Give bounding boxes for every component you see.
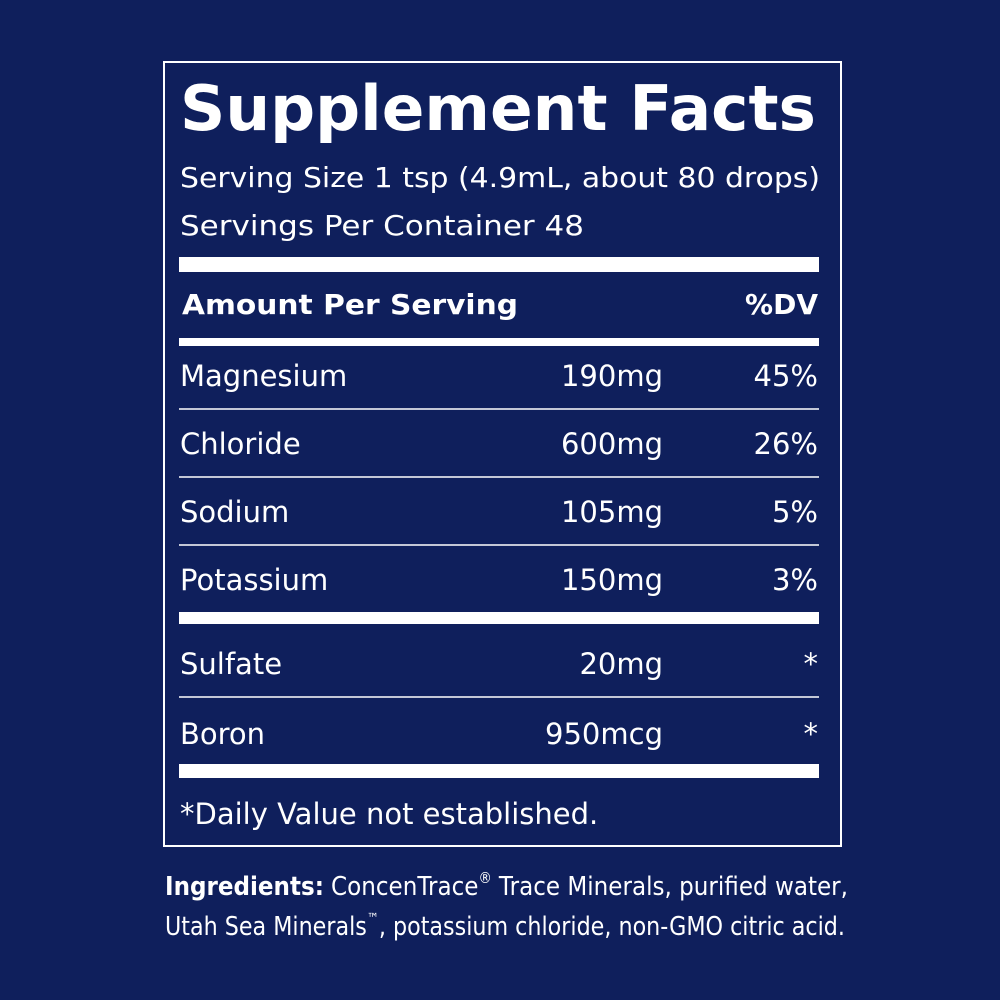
nutrient-name: Chloride <box>180 427 301 461</box>
nutrient-name: Sodium <box>180 495 289 529</box>
trademark: ™ <box>367 911 379 927</box>
footnote: *Daily Value not established. <box>180 797 598 831</box>
nutrient-dv: 5% <box>772 495 818 529</box>
nutrient-dv: * <box>804 717 819 751</box>
header-amount: Amount Per Serving <box>182 288 518 321</box>
ingredients-label: Ingredients: <box>165 872 324 902</box>
nutrient-amount: 190mg <box>561 359 663 393</box>
nutrient-amount: 600mg <box>561 427 663 461</box>
title: Supplement Facts <box>180 72 816 145</box>
ingredients-line: Ingredients:ConcenTrace® Trace Minerals, … <box>165 869 848 902</box>
nutrient-name: Boron <box>180 717 265 751</box>
nutrient-name: Sulfate <box>180 647 282 681</box>
thick-bar <box>179 257 819 272</box>
ingredient: , potassium chloride, non-GMO citric aci… <box>379 912 845 942</box>
nutrient-dv: * <box>804 647 819 681</box>
thick-bar <box>179 612 819 624</box>
nutrient-rows: Magnesium 190mg 45% Chloride 600mg 26% Sodium 1… <box>179 359 819 751</box>
panel-border <box>163 61 842 847</box>
servings-per-container: Servings Per Container 48 <box>180 209 584 242</box>
nutrient-amount: 105mg <box>561 495 663 529</box>
ingredient: Utah Sea Minerals <box>165 912 367 942</box>
nutrient-dv: 45% <box>754 359 818 393</box>
nutrient-dv: 3% <box>772 563 818 597</box>
nutrient-amount: 150mg <box>561 563 663 597</box>
serving-size: Serving Size 1 tsp (4.9mL, about 80 drop… <box>180 161 820 194</box>
nutrient-amount: 950mcg <box>545 717 663 751</box>
medium-bar <box>179 338 819 346</box>
nutrient-dv: 26% <box>754 427 818 461</box>
header-dv: %DV <box>745 288 818 321</box>
ingredients-line: Utah Sea Minerals™, potassium chloride, … <box>165 911 845 942</box>
nutrient-name: Potassium <box>180 563 328 597</box>
nutrient-name: Magnesium <box>180 359 347 393</box>
registered-mark: ® <box>479 869 492 887</box>
thick-bar <box>179 764 819 778</box>
ingredient: ConcenTrace <box>331 872 478 902</box>
ingredient: Trace Minerals, purified water, <box>498 872 848 902</box>
nutrient-amount: 20mg <box>579 647 663 681</box>
